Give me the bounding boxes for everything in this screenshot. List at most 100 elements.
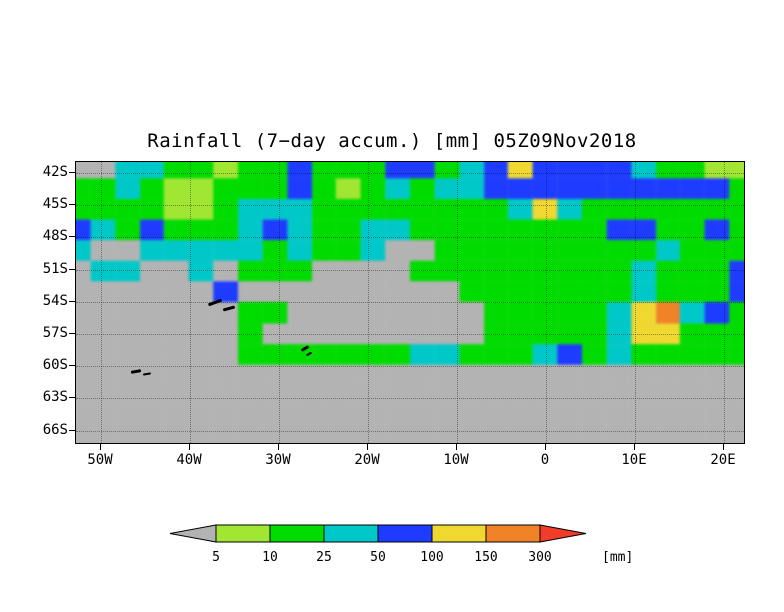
legend-arrow-below-min — [169, 524, 217, 543]
heatmap-cell — [483, 343, 509, 365]
gridline-horizontal — [76, 173, 744, 174]
heatmap-cell — [76, 219, 91, 241]
heatmap-cell — [483, 323, 509, 344]
heatmap-cell — [410, 302, 435, 324]
heatmap-cell — [287, 426, 312, 443]
legend-color-box — [323, 524, 379, 543]
heatmap-cell — [164, 219, 189, 241]
heatmap-cell — [188, 343, 214, 365]
heatmap-cell — [385, 385, 410, 406]
heatmap-cell — [76, 178, 91, 200]
y-tick-label: 60S — [42, 357, 68, 374]
heatmap-cell — [606, 426, 632, 443]
heatmap-cell — [213, 343, 238, 365]
heatmap-cell — [680, 178, 705, 200]
heatmap-cell — [704, 385, 730, 406]
heatmap-cell — [582, 219, 607, 241]
heatmap-cell — [139, 343, 165, 365]
heatmap-cell — [557, 323, 583, 344]
heatmap-cell — [90, 385, 116, 406]
heatmap-cell — [115, 162, 140, 179]
heatmap-cell — [483, 302, 509, 324]
heatmap-cell — [385, 343, 410, 365]
heatmap-cell — [262, 281, 288, 303]
heatmap-cell — [311, 240, 337, 262]
heatmap-cell — [237, 199, 263, 220]
heatmap-cell — [262, 178, 288, 200]
heatmap-cell — [164, 162, 189, 179]
y-tick-mark — [69, 300, 75, 302]
x-tick-label: 50W — [87, 452, 113, 468]
heatmap-cell — [287, 385, 312, 406]
heatmap-cell — [336, 364, 361, 386]
heatmap-cell — [76, 405, 91, 427]
heatmap-cell — [434, 405, 460, 427]
x-tick-mark — [278, 444, 279, 450]
heatmap-cell — [213, 240, 238, 262]
heatmap-cell — [360, 162, 386, 179]
heatmap-cell — [237, 343, 263, 365]
heatmap-cell — [631, 426, 656, 443]
heatmap-cell — [90, 302, 116, 324]
heatmap-cell — [434, 219, 460, 241]
heatmap-cell — [188, 385, 214, 406]
heatmap-cell — [115, 302, 140, 324]
heatmap-cell — [483, 178, 509, 200]
heatmap-cell — [90, 426, 116, 443]
heatmap-cell — [655, 199, 681, 220]
heatmap-cell — [262, 364, 288, 386]
heatmap-cell — [483, 385, 509, 406]
heatmap-cell — [655, 162, 681, 179]
heatmap-cell — [90, 405, 116, 427]
heatmap-cell — [410, 426, 435, 443]
heatmap-cell — [336, 405, 361, 427]
legend-color-box — [269, 524, 325, 543]
heatmap-cell — [164, 405, 189, 427]
heatmap-cell — [729, 240, 744, 262]
heatmap-cell — [532, 426, 558, 443]
heatmap-cell — [188, 281, 214, 303]
heatmap-cell — [262, 405, 288, 427]
heatmap-cell — [729, 385, 744, 406]
heatmap-cell — [655, 281, 681, 303]
heatmap-cell — [336, 302, 361, 324]
heatmap-cell — [139, 199, 165, 220]
heatmap-cell — [164, 385, 189, 406]
heatmap-cell — [631, 364, 656, 386]
heatmap-cell — [287, 261, 312, 282]
heatmap-cell — [606, 405, 632, 427]
heatmap-cell — [237, 219, 263, 241]
heatmap-cell — [360, 261, 386, 282]
heatmap-cell — [557, 261, 583, 282]
heatmap-cell — [360, 199, 386, 220]
gridline-horizontal — [76, 237, 744, 239]
heatmap-cell — [360, 281, 386, 303]
heatmap-cell — [237, 426, 263, 443]
heatmap-cell — [262, 385, 288, 406]
heatmap-cell — [188, 240, 214, 262]
heatmap-cell — [385, 219, 410, 241]
heatmap-cell — [336, 199, 361, 220]
heatmap-cell — [213, 178, 238, 200]
heatmap-cell — [188, 199, 214, 220]
heatmap-cell — [188, 405, 214, 427]
legend-level-label: 50 — [370, 550, 386, 565]
heatmap-cell — [459, 261, 484, 282]
heatmap-cell — [606, 162, 632, 179]
heatmap-cell — [385, 426, 410, 443]
heatmap-cell — [631, 261, 656, 282]
heatmap-cell — [287, 199, 312, 220]
heatmap-cell — [336, 178, 361, 200]
heatmap-cell — [459, 323, 484, 344]
heatmap-cell — [336, 240, 361, 262]
y-tick-mark — [69, 397, 75, 399]
legend-level-label: 150 — [474, 550, 497, 565]
heatmap-cell — [336, 426, 361, 443]
heatmap-cell — [311, 302, 337, 324]
heatmap-cell — [557, 178, 583, 200]
heatmap-cell — [704, 261, 730, 282]
heatmap-cell — [704, 199, 730, 220]
heatmap-cell — [532, 302, 558, 324]
heatmap-cell — [606, 219, 632, 241]
heatmap-cell — [655, 426, 681, 443]
